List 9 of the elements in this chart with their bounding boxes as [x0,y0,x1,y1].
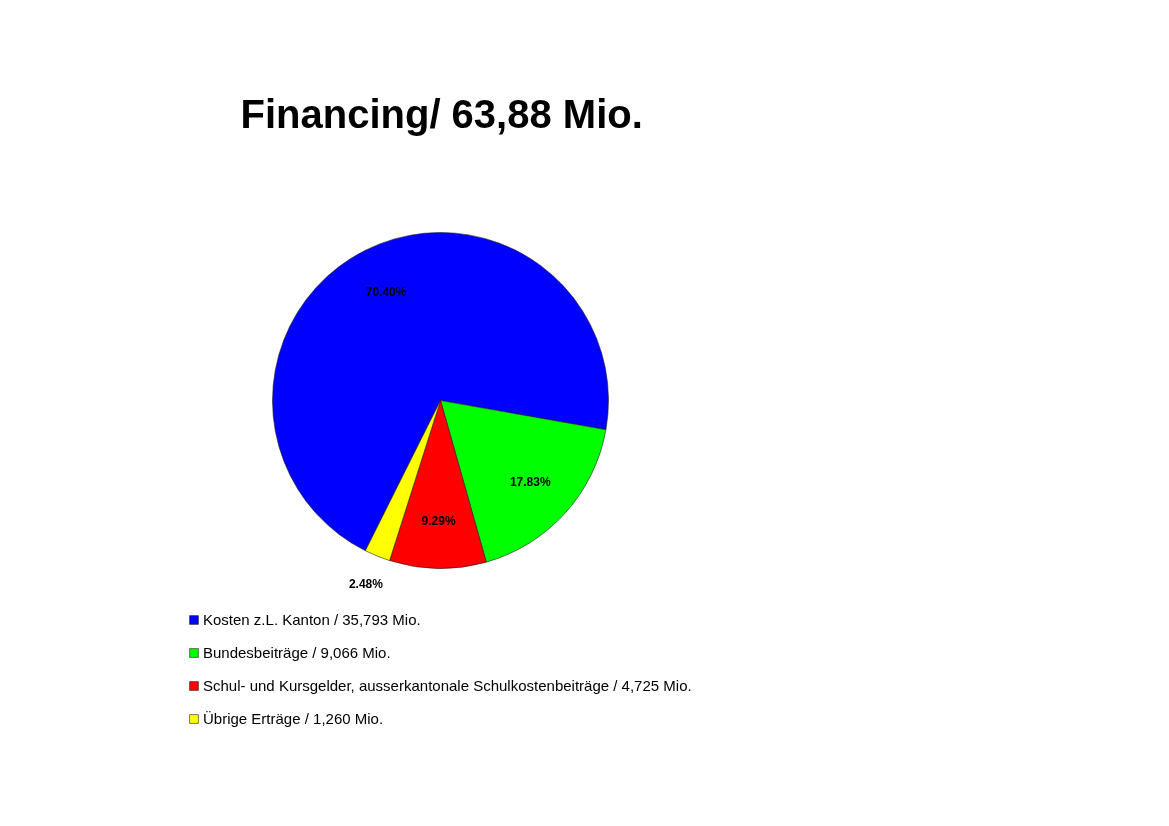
data-label: 17.83% [509,474,551,489]
data-label: 9.29% [421,514,456,529]
legend-label: Kosten z.L. Kanton / 35,793 Mio. [203,611,421,628]
chart-title: Financing/ 63,88 Mio. [240,91,643,136]
legend-label: Übrige Erträge / 1,260 Mio. [203,710,384,727]
data-label: 70.40% [365,285,407,300]
legend-label: Schul- und Kursgelder, ausserkantonale Schulkostenbeiträge / 4,725 Mio. [203,677,692,694]
legend-label: Bundesbeiträge / 9,066 Mio. [203,644,391,661]
data-label: 2.48% [348,577,384,592]
